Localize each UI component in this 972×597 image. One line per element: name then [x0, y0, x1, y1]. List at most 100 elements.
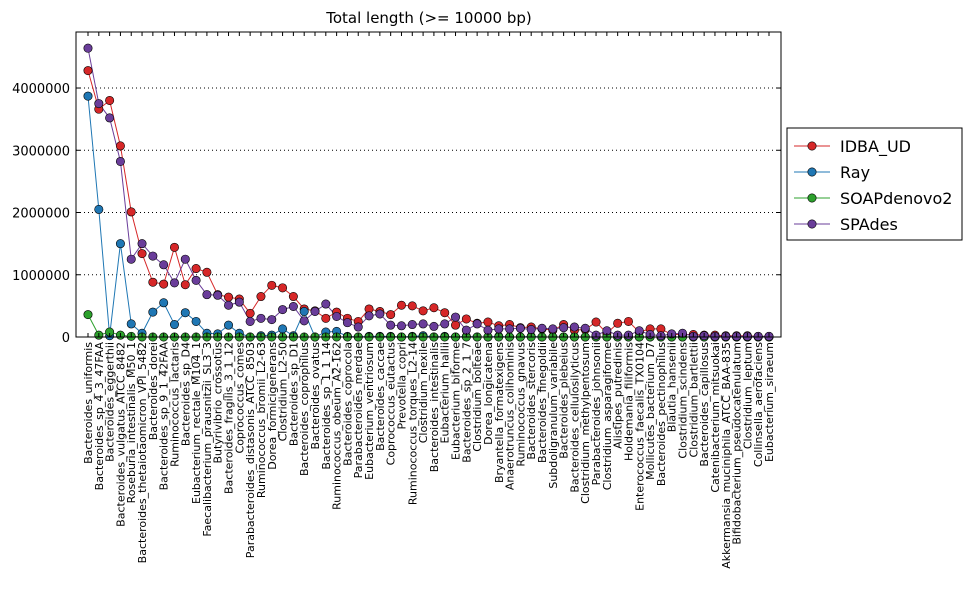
point-idba-ud	[224, 292, 234, 302]
x-tick-label: Dorea_longicatena	[482, 342, 495, 445]
x-tick-label: Bacteroides_sp_1_1_14	[320, 342, 333, 470]
point-spades	[234, 297, 244, 307]
point-ray	[224, 320, 234, 330]
point-spades	[288, 301, 298, 311]
point-ray	[299, 306, 309, 316]
point-spades	[191, 275, 201, 285]
point-idba-ud	[180, 280, 190, 290]
y-tick-label: 0	[62, 331, 70, 346]
point-spades	[213, 290, 223, 300]
point-idba-ud	[137, 249, 147, 259]
x-tick-label: Bacteroides_capillosus	[698, 342, 711, 467]
x-tick-label: Bacteroides_plebeius	[558, 342, 571, 459]
point-spades	[159, 260, 169, 270]
point-spades	[429, 321, 439, 331]
point-ray	[94, 204, 104, 214]
point-ray	[115, 239, 125, 249]
x-tick-label: Bacteroides_caccae	[374, 342, 387, 451]
point-spades	[94, 99, 104, 109]
point-ray	[169, 320, 179, 330]
point-spades	[278, 305, 288, 315]
point-spades	[245, 316, 255, 326]
point-idba-ud	[451, 320, 461, 330]
x-tick-label: Clostridium_asparagiforme	[601, 342, 614, 490]
x-tick-label: Collinsella_aerofaciens	[752, 342, 765, 467]
x-tick-label: Blautia_hansenii	[666, 342, 679, 432]
point-spades	[115, 156, 125, 166]
point-idba-ud	[115, 141, 125, 151]
point-idba-ud	[83, 66, 93, 76]
point-ray	[83, 91, 93, 101]
point-spades	[105, 113, 115, 123]
x-tick-label: Holdemania_filiformis	[622, 342, 635, 461]
legend-label: Ray	[840, 163, 870, 182]
point-spades	[375, 309, 385, 319]
x-tick-label: Bacteroides_vulgatus_ATCC_8482	[114, 342, 127, 527]
plot-frame	[75, 31, 782, 338]
x-tick-label: Bacteroides_sp_2_1_7	[460, 342, 473, 463]
point-spades	[202, 290, 212, 300]
legend: IDBA_UD Ray SOAPdenovo2 SPAdes	[786, 127, 963, 241]
point-spades	[569, 322, 579, 332]
x-tick-label: Parabacteroides_distasonis_ATCC_8503	[244, 342, 257, 558]
series-line-soapdenovo2	[87, 314, 769, 338]
point-idba-ud	[159, 279, 169, 289]
point-spades	[580, 323, 590, 333]
series-lines	[87, 48, 769, 338]
point-idba-ud	[440, 308, 450, 318]
x-tick-label: Dorea_formicigenerans	[266, 342, 279, 470]
x-tick-label: Eubacterium_hallii	[439, 342, 452, 443]
point-spades	[126, 254, 136, 264]
point-spades	[332, 311, 342, 321]
point-ray	[180, 308, 190, 318]
x-tick-label: Anaerotruncus_colihominis	[504, 342, 517, 490]
point-idba-ud	[191, 264, 201, 274]
x-tick-label: Bacteroides_cellulosilyticus	[568, 342, 581, 493]
x-tick-label: Eubacterium_ventriosum	[363, 342, 376, 480]
point-idba-ud	[407, 301, 417, 311]
y-tick-label: 3000000	[12, 144, 70, 159]
point-idba-ud	[202, 267, 212, 277]
x-tick-label: Bacteroides_thetaiotaomicron_VPI_5482	[136, 342, 149, 563]
point-spades	[515, 323, 525, 333]
x-tick-label: Bacteroides_sp_4_3_47FAA	[93, 342, 106, 491]
x-tick-label: Mollicutes_bacterium_D7	[644, 342, 657, 480]
point-spades	[148, 251, 158, 261]
point-idba-ud	[396, 300, 406, 310]
point-spades	[137, 239, 147, 249]
point-spades	[559, 323, 569, 333]
point-idba-ud	[418, 306, 428, 316]
x-tick-label: Bacteroides_sp_D4	[179, 342, 192, 446]
point-spades	[180, 254, 190, 264]
point-spades	[256, 313, 266, 323]
point-spades	[224, 300, 234, 310]
x-tick-label: Eubacterium_biforme	[450, 342, 463, 460]
point-spades	[505, 324, 515, 334]
x-tick-label: Ruminococcus_lactaris	[168, 342, 181, 467]
x-tick-label: Bacteroides_stercoris	[525, 342, 538, 460]
point-spades	[494, 324, 504, 334]
point-idba-ud	[267, 280, 277, 290]
legend-label: SPAdes	[840, 215, 898, 234]
chart-title: Total length (>= 10000 bp)	[325, 9, 532, 27]
x-tick-label: Ruminococcus_torques_L2-14	[406, 342, 419, 505]
x-tick-label: Eubacterium_rectale_M104_1	[190, 342, 203, 504]
point-spades	[526, 325, 536, 335]
point-spades	[548, 324, 558, 334]
x-tick-label: Clostridium_bolteae	[471, 342, 484, 452]
x-tick-label: Clostridium_L2-50	[277, 342, 290, 441]
point-spades	[310, 306, 320, 316]
point-idba-ud	[105, 95, 115, 105]
point-idba-ud	[461, 314, 471, 324]
x-tick-label: Clostridium_methylpentosum	[579, 342, 592, 504]
point-idba-ud	[613, 318, 623, 328]
legend-label: SOAPdenovo2	[840, 189, 952, 208]
point-idba-ud	[623, 316, 633, 326]
x-tick-label: Clostridium_bartlettii	[687, 342, 700, 457]
point-ray	[148, 307, 158, 317]
point-spades	[407, 320, 417, 330]
legend-marker-spades	[807, 219, 817, 229]
point-idba-ud	[148, 277, 158, 287]
x-tick-label: Catenibacterium_mitsuokai	[709, 342, 722, 493]
